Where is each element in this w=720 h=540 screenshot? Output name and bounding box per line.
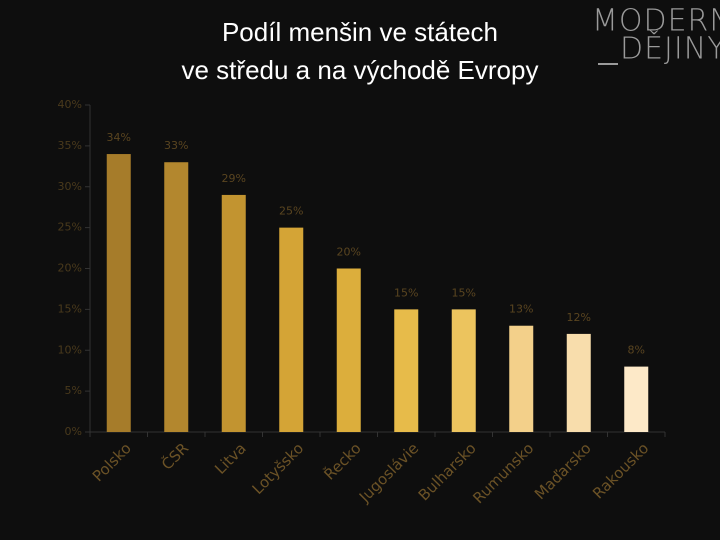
bar [566, 333, 591, 432]
bar [164, 162, 189, 432]
y-tick-label: 40% [58, 98, 82, 111]
value-label: 12% [567, 311, 591, 324]
chart-title: ve středu a na východě Evropy [182, 55, 539, 85]
value-label: 34% [107, 131, 131, 144]
bar [394, 309, 419, 432]
bar [624, 366, 649, 432]
bar [336, 268, 361, 432]
logo-text: MODERNÍ [592, 3, 720, 39]
y-tick-label: 30% [58, 180, 82, 193]
y-tick-label: 15% [58, 302, 82, 315]
y-tick-label: 35% [58, 139, 82, 152]
y-tick-label: 10% [58, 343, 82, 356]
y-tick-label: 25% [58, 221, 82, 234]
bar [509, 325, 534, 432]
value-label: 8% [628, 344, 645, 357]
value-label: 13% [509, 303, 533, 316]
value-label: 15% [452, 286, 476, 299]
value-label: 15% [394, 286, 418, 299]
value-label: 33% [164, 139, 188, 152]
y-tick-label: 5% [65, 384, 82, 397]
bar [279, 227, 304, 432]
value-label: 20% [337, 246, 361, 259]
y-tick-label: 20% [58, 262, 82, 275]
chart-title: Podíl menšin ve státech [222, 17, 498, 47]
y-tick-label: 0% [65, 425, 82, 438]
bar [106, 154, 131, 433]
bar [221, 194, 246, 432]
logo-text: DĚJINY [620, 31, 720, 67]
bar [451, 309, 476, 432]
value-label: 25% [279, 205, 303, 218]
value-label: 29% [222, 172, 246, 185]
